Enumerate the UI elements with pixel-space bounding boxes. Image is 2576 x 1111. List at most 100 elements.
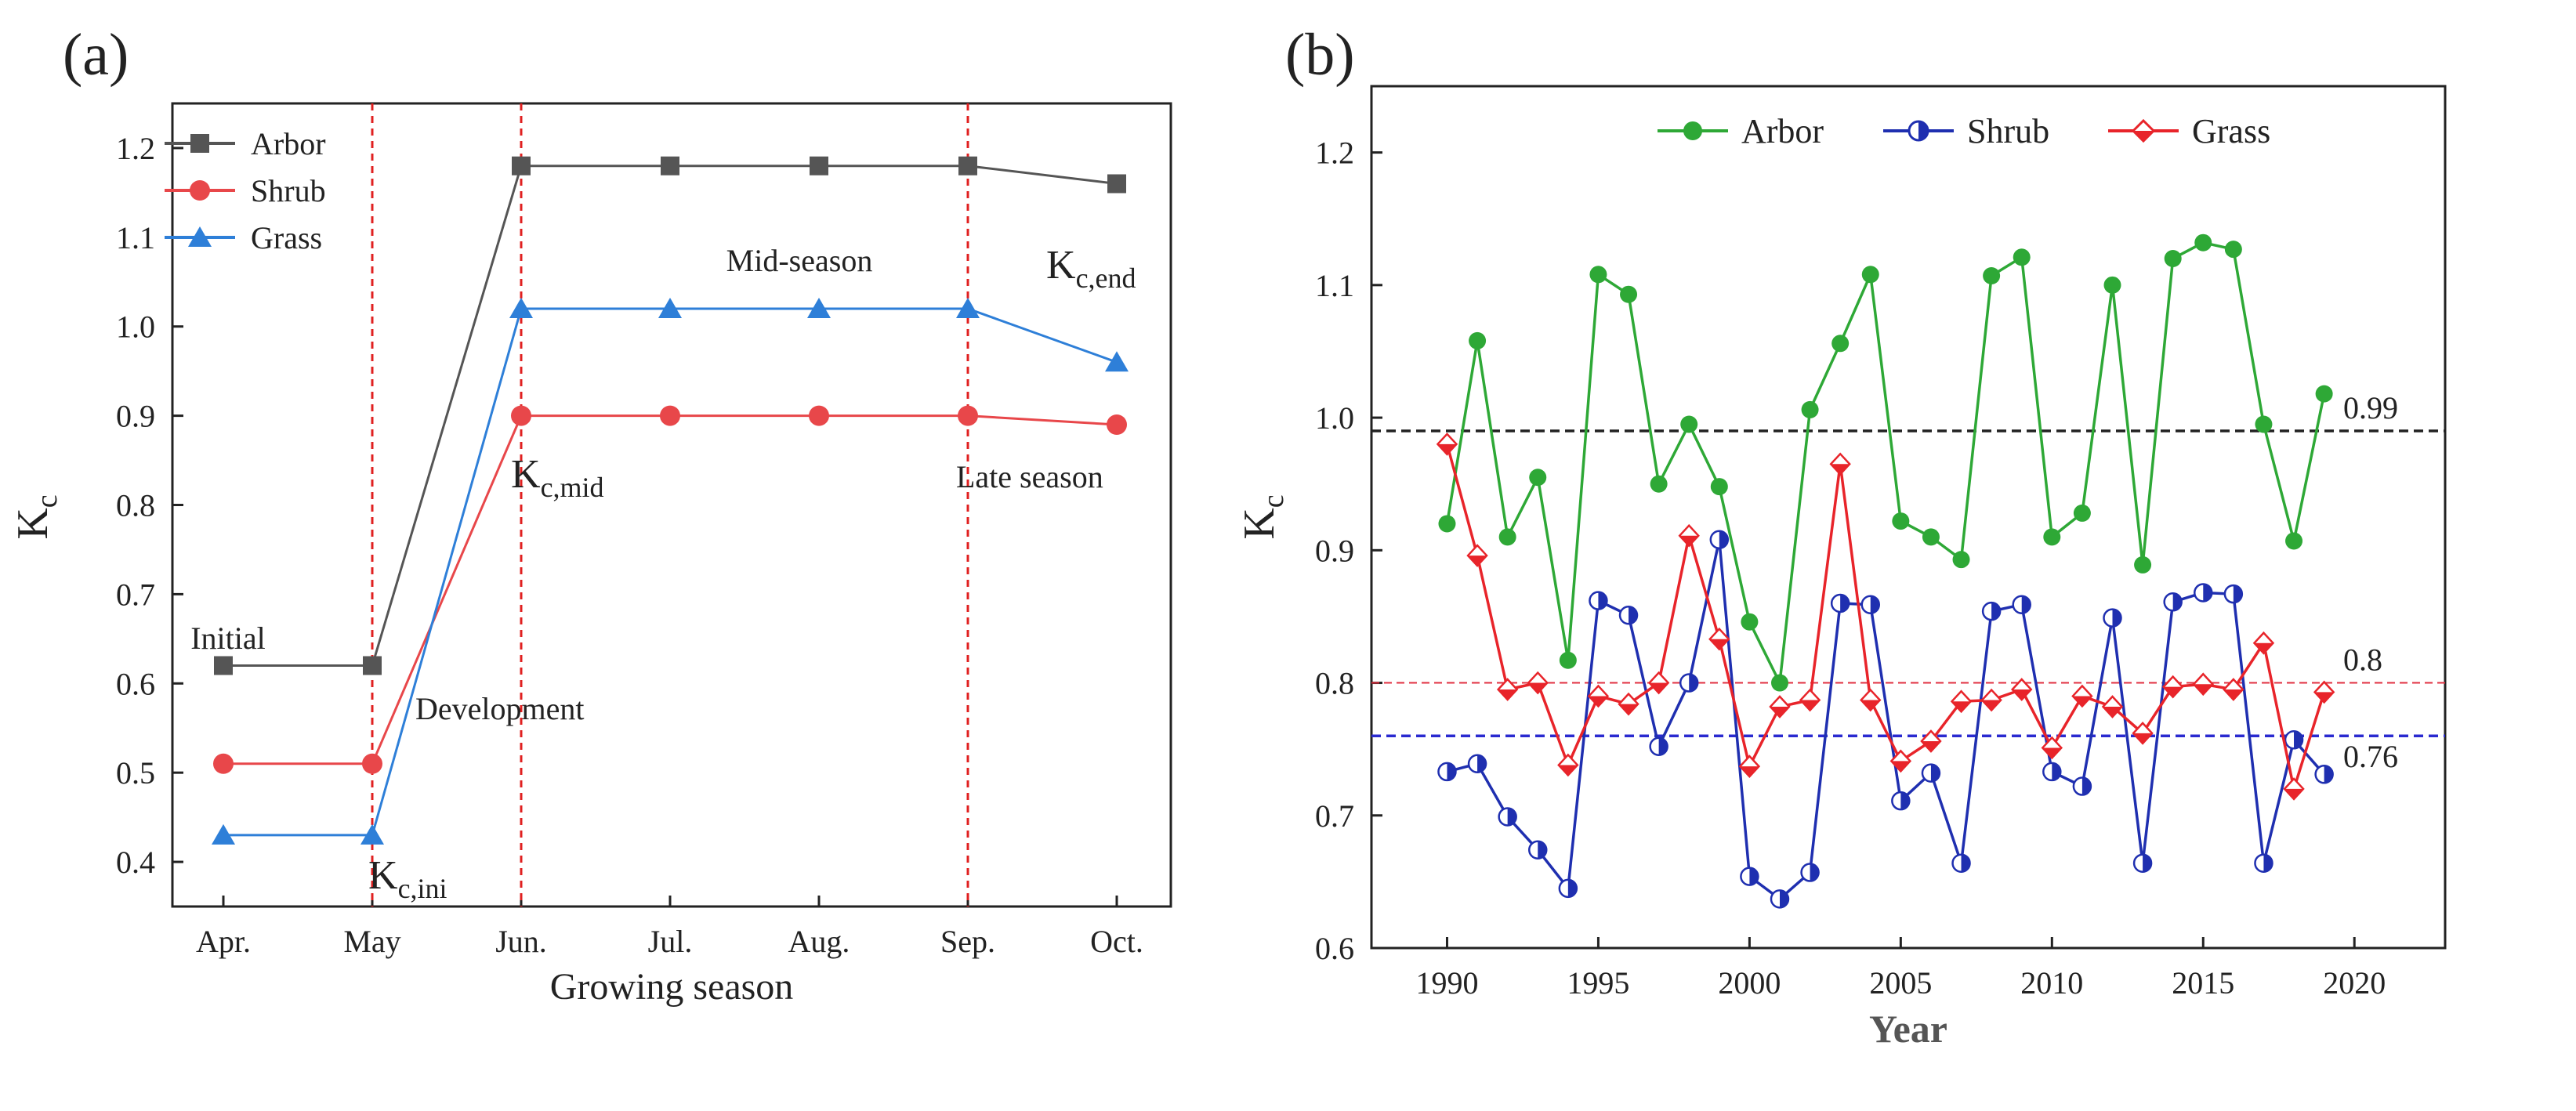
panel-a-plot-frame: [171, 102, 1172, 908]
a-point-grass-4: [807, 297, 831, 318]
a-point-arbor-2: [512, 156, 531, 176]
b-point-arbor-27: [2255, 415, 2273, 433]
panel-a-x-axis: Apr. May Jun. Jul. Aug. Sep. Oct.: [196, 896, 1143, 959]
b-point-grass-8: [1678, 523, 1700, 548]
b-point-shrub-2: [1498, 807, 1517, 827]
a-xtick-label-5: Sep.: [940, 924, 995, 959]
legend-label-arbor: Arbor: [251, 126, 326, 161]
kc-end-main: K: [1046, 243, 1076, 288]
b-point-shrub-12: [1800, 863, 1820, 882]
b-point-grass-25: [2192, 672, 2214, 697]
b-point-arbor-3: [1529, 469, 1547, 487]
b-point-shrub-0: [1437, 762, 1457, 782]
b-point-grass-23: [2132, 722, 2154, 745]
b-point-grass-19: [2011, 678, 2033, 701]
a-ytick-label-4: 0.8: [116, 488, 155, 523]
b-point-grass-21: [2071, 684, 2093, 708]
b-point-shrub-7: [1649, 736, 1668, 757]
b-point-shrub-28: [2284, 730, 2304, 750]
b-point-grass-9: [1708, 627, 1730, 651]
panel-b-legend: Arbor Shrub Grass: [1658, 112, 2270, 150]
b-point-shrub-4: [1558, 878, 1578, 899]
panel-a-label: (a): [63, 22, 129, 88]
a-point-grass-1: [360, 823, 384, 845]
b-point-arbor-9: [1710, 478, 1728, 496]
b-point-shrub-9: [1709, 530, 1730, 550]
kc-mid-main: K: [511, 452, 541, 497]
b-point-grass-12: [1799, 688, 1821, 712]
b-point-grass-1: [1466, 544, 1488, 567]
legend-b-item-grass: Grass: [2108, 112, 2270, 150]
kc-mid-sub: c,mid: [541, 472, 604, 503]
kc-end-sub: c,end: [1076, 262, 1136, 294]
a-xtick-label-6: Oct.: [1090, 924, 1143, 959]
b-point-shrub-16: [1921, 763, 1941, 783]
b-point-arbor-15: [1892, 512, 1910, 530]
panel-b-plot-frame: [1370, 85, 2447, 950]
b-point-grass-6: [1618, 692, 1639, 716]
b-ytick-label-1: 0.7: [1315, 798, 1354, 834]
panel-b-y-axis-title-sub: c: [1257, 494, 1290, 508]
legend-item-shrub: Shrub: [165, 173, 326, 208]
panel-a-stage-lines: [371, 103, 969, 907]
b-xtick-label-4: 2010: [2020, 965, 2083, 1001]
a-point-arbor-5: [958, 156, 977, 176]
annotation-kc-mid: Kc,mid: [511, 452, 604, 503]
b-xtick-label-3: 2005: [1869, 965, 1932, 1001]
b-point-grass-29: [2313, 680, 2335, 704]
b-point-arbor-0: [1438, 515, 1456, 533]
b-point-arbor-6: [1620, 285, 1638, 303]
legend-b-item-arbor: Arbor: [1658, 112, 1824, 150]
a-point-shrub-4: [809, 405, 829, 426]
b-point-grass-4: [1557, 753, 1579, 777]
a-point-shrub-3: [660, 405, 680, 426]
panel-a-y-axis-title: Kc: [9, 494, 63, 539]
panel-b-y-axis-title-main: K: [1235, 508, 1284, 539]
b-point-grass-17: [1950, 689, 1973, 714]
b-point-shrub-15: [1891, 791, 1911, 811]
b-point-grass-14: [1860, 688, 1882, 712]
a-point-grass-6: [1105, 351, 1129, 372]
b-point-shrub-6: [1618, 605, 1639, 625]
kc-ini-main: K: [368, 853, 398, 898]
a-ytick-label-0: 0.4: [116, 845, 155, 880]
b-ytick-label-2: 0.8: [1315, 666, 1354, 701]
b-xtick-label-0: 1990: [1415, 965, 1478, 1001]
b-point-shrub-20: [2042, 762, 2062, 782]
b-point-grass-3: [1527, 671, 1549, 695]
b-point-shrub-27: [2254, 853, 2273, 873]
b-point-grass-15: [1889, 749, 1912, 773]
b-point-grass-10: [1738, 755, 1761, 778]
a-ytick-label-8: 1.2: [116, 131, 155, 166]
b-point-arbor-12: [1801, 400, 1819, 418]
a-point-shrub-5: [958, 405, 978, 426]
a-point-grass-0: [212, 823, 235, 845]
kc-ini-sub: c,ini: [398, 873, 447, 904]
b-line-arbor: [1445, 241, 2326, 688]
b-xtick-label-2: 2000: [1718, 965, 1781, 1001]
b-point-shrub-29: [2314, 765, 2334, 784]
b-point-arbor-24: [2164, 250, 2182, 267]
b-point-arbor-5: [1589, 266, 1607, 284]
b-point-arbor-28: [2285, 532, 2303, 550]
b-point-shrub-18: [1981, 601, 2002, 621]
a-point-shrub-2: [511, 405, 531, 426]
a-series-shrub: [213, 405, 1127, 774]
b-xtick-label-5: 2015: [2172, 965, 2234, 1001]
b-point-arbor-2: [1498, 528, 1516, 546]
panel-b-mean-lines: 0.99 0.8 0.76: [1371, 390, 2445, 774]
legend-b-label-grass: Grass: [2192, 112, 2270, 150]
panel-a-y-axis-title-main: K: [9, 508, 57, 539]
b-point-shrub-14: [1860, 595, 1881, 614]
mean-label-arbor: 0.99: [2343, 390, 2398, 425]
a-point-arbor-4: [810, 156, 828, 176]
panel-a-y-axis: 0.4 0.5 0.6 0.7 0.8 0.9 1.0 1.1 1.2: [116, 131, 183, 880]
a-series-grass: [212, 297, 1129, 845]
b-point-grass-20: [2041, 736, 2063, 760]
annotation-kc-ini: Kc,ini: [368, 853, 447, 904]
a-line-grass: [223, 307, 1118, 837]
b-point-grass-24: [2161, 675, 2184, 699]
panel-b-x-axis-title: Year: [1869, 1007, 1947, 1051]
b-point-arbor-8: [1680, 415, 1698, 433]
b-point-grass-16: [1920, 729, 1942, 753]
